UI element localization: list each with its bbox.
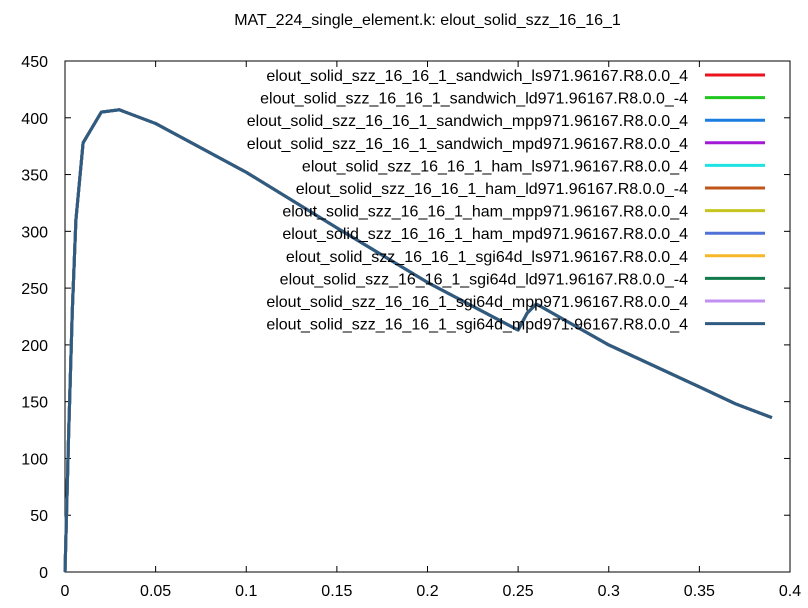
y-tick-label: 350 [21, 168, 48, 185]
series-line [63, 108, 773, 573]
y-tick-label: 200 [21, 338, 48, 355]
legend-label: elout_solid_szz_16_16_1_sgi64d_mpp971.96… [266, 294, 688, 311]
x-tick-label: 0.2 [416, 583, 438, 600]
series-line [63, 108, 773, 573]
series-line [63, 108, 773, 573]
x-tick-label: 0 [61, 583, 70, 600]
series-line [63, 108, 773, 573]
legend-label: elout_solid_szz_16_16_1_ham_mpd971.96167… [282, 226, 688, 243]
legend-label: elout_solid_szz_16_16_1_sandwich_ld971.9… [260, 91, 688, 108]
legend-label: elout_solid_szz_16_16_1_ham_ls971.96167.… [302, 158, 688, 175]
series-lines [63, 108, 773, 573]
legend-label: elout_solid_szz_16_16_1_ham_mpp971.96167… [282, 204, 688, 221]
y-tick-label: 250 [21, 281, 48, 298]
tick-labels: 0 0.05 0.1 0.15 0.2 0.25 0.3 0.35 0.4 0 50 100 150 20… [21, 54, 801, 600]
chart-title: MAT_224_single_element.k: elout_solid_sz… [234, 12, 621, 29]
y-tick-label: 0 [39, 565, 48, 582]
legend-label: elout_solid_szz_16_16_1_sgi64d_ls971.961… [286, 249, 688, 266]
series-line [63, 108, 773, 573]
legend-label: elout_solid_szz_16_16_1_sandwich_ls971.9… [266, 68, 688, 85]
x-tick-label: 0.35 [684, 583, 715, 600]
x-tick-label: 0.1 [235, 583, 257, 600]
series-line [63, 108, 773, 573]
y-tick-label: 50 [30, 508, 48, 525]
x-tick-label: 0.25 [503, 583, 534, 600]
series-line [63, 108, 773, 573]
y-tick-label: 400 [21, 111, 48, 128]
legend-label: elout_solid_szz_16_16_1_ham_ld971.96167.… [296, 181, 688, 198]
y-tick-label: 100 [21, 451, 48, 468]
x-tick-label: 0.4 [779, 583, 801, 600]
x-tick-label: 0.15 [321, 583, 352, 600]
tick-marks [64, 60, 791, 573]
series-line [63, 108, 773, 573]
legend-label: elout_solid_szz_16_16_1_sandwich_mpp971.… [247, 113, 688, 130]
y-tick-label: 300 [21, 224, 48, 241]
y-tick-label: 450 [21, 54, 48, 71]
x-tick-label: 0.3 [598, 583, 620, 600]
series-line [63, 108, 773, 573]
series-line [63, 108, 773, 573]
legend: elout_solid_szz_16_16_1_sandwich_ls971.9… [247, 68, 765, 334]
y-tick-label: 150 [21, 395, 48, 412]
legend-label: elout_solid_szz_16_16_1_sgi64d_mpd971.96… [266, 317, 688, 334]
series-line [63, 108, 773, 573]
x-tick-label: 0.05 [140, 583, 171, 600]
legend-label: elout_solid_szz_16_16_1_sandwich_mpd971.… [247, 136, 688, 153]
series-line [63, 108, 773, 573]
legend-label: elout_solid_szz_16_16_1_sgi64d_ld971.961… [280, 271, 688, 288]
